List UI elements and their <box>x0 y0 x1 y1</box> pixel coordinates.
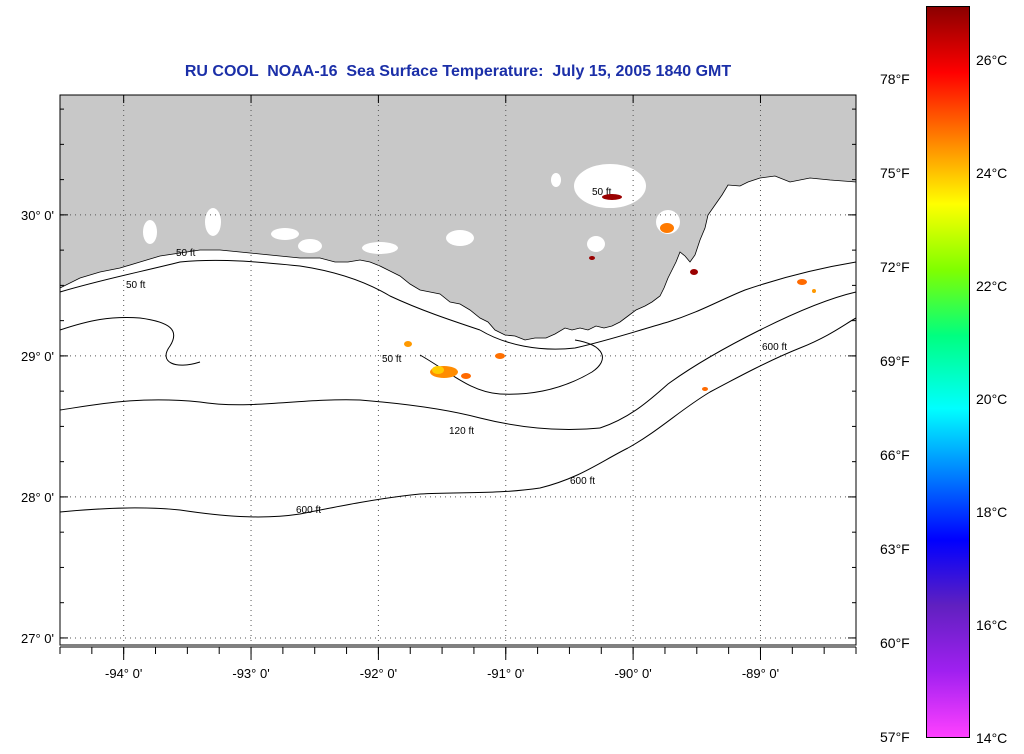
graticule <box>60 95 856 645</box>
contour-label-120ft: 120 ft <box>449 426 474 437</box>
contour-50ft <box>59 259 857 366</box>
colorbar-fahrenheit-label: 60°F <box>880 635 910 651</box>
contour-600ft <box>59 317 857 518</box>
colorbar-celsius-label: 26°C <box>976 52 1008 68</box>
chart-title: RU COOL NOAA-16 Sea Surface Temperature:… <box>184 63 732 80</box>
contour-label-50ft: 50 ft <box>126 280 146 291</box>
axis-ticks <box>59 95 857 660</box>
lat-tick-label: 29° 0' <box>21 349 54 364</box>
lon-tick-label: -92° 0' <box>360 666 397 681</box>
sst-pixels <box>404 194 816 391</box>
lon-labels: -94° 0' -93° 0' -92° 0' -91° 0' -90° 0' -89° … <box>105 666 779 681</box>
colorbar-fahrenheit-label: 63°F <box>880 541 910 557</box>
plot-border <box>59 94 857 646</box>
lon-tick-label: -89° 0' <box>742 666 779 681</box>
colorbar-celsius-label: 18°C <box>976 504 1008 520</box>
colorbar-fahrenheit-label: 75°F <box>880 165 910 181</box>
colorbar-fahrenheit-label: 69°F <box>880 353 910 369</box>
contour-120ft <box>59 291 857 431</box>
contour-label-600ft: 600 ft <box>762 342 787 353</box>
colorbar-fahrenheit-label: 72°F <box>880 259 910 275</box>
contour-label-50ft: 50 ft <box>592 187 612 198</box>
colorbar-celsius-label: 22°C <box>976 278 1008 294</box>
colorbar-celsius-label: 16°C <box>976 617 1008 633</box>
lon-tick-label: -94° 0' <box>105 666 142 681</box>
lat-tick-label: 28° 0' <box>21 490 54 505</box>
contour-label-600ft: 600 ft <box>296 505 321 516</box>
lon-tick-label: -93° 0' <box>232 666 269 681</box>
contour-label-50ft: 50 ft <box>176 248 196 259</box>
colorbar-celsius-label: 24°C <box>976 165 1008 181</box>
lat-labels: 30° 0' 29° 0' 28° 0' 27° 0' <box>21 208 54 646</box>
colorbar-celsius-label: 14°C <box>976 730 1008 746</box>
contour-label-50ft: 50 ft <box>382 354 402 365</box>
lat-tick-label: 27° 0' <box>21 631 54 646</box>
sst-colorbar <box>926 6 970 738</box>
colorbar-fahrenheit-label: 78°F <box>880 71 910 87</box>
contour-label-600ft: 600 ft <box>570 476 595 487</box>
colorbar-celsius-label: 20°C <box>976 391 1008 407</box>
lon-tick-label: -90° 0' <box>614 666 651 681</box>
colorbar-fahrenheit-label: 66°F <box>880 447 910 463</box>
lat-tick-label: 30° 0' <box>21 208 54 223</box>
lon-tick-label: -91° 0' <box>487 666 524 681</box>
colorbar-fahrenheit-label: 57°F <box>880 729 910 745</box>
lake-patches <box>143 164 797 270</box>
land-mass <box>59 94 857 341</box>
